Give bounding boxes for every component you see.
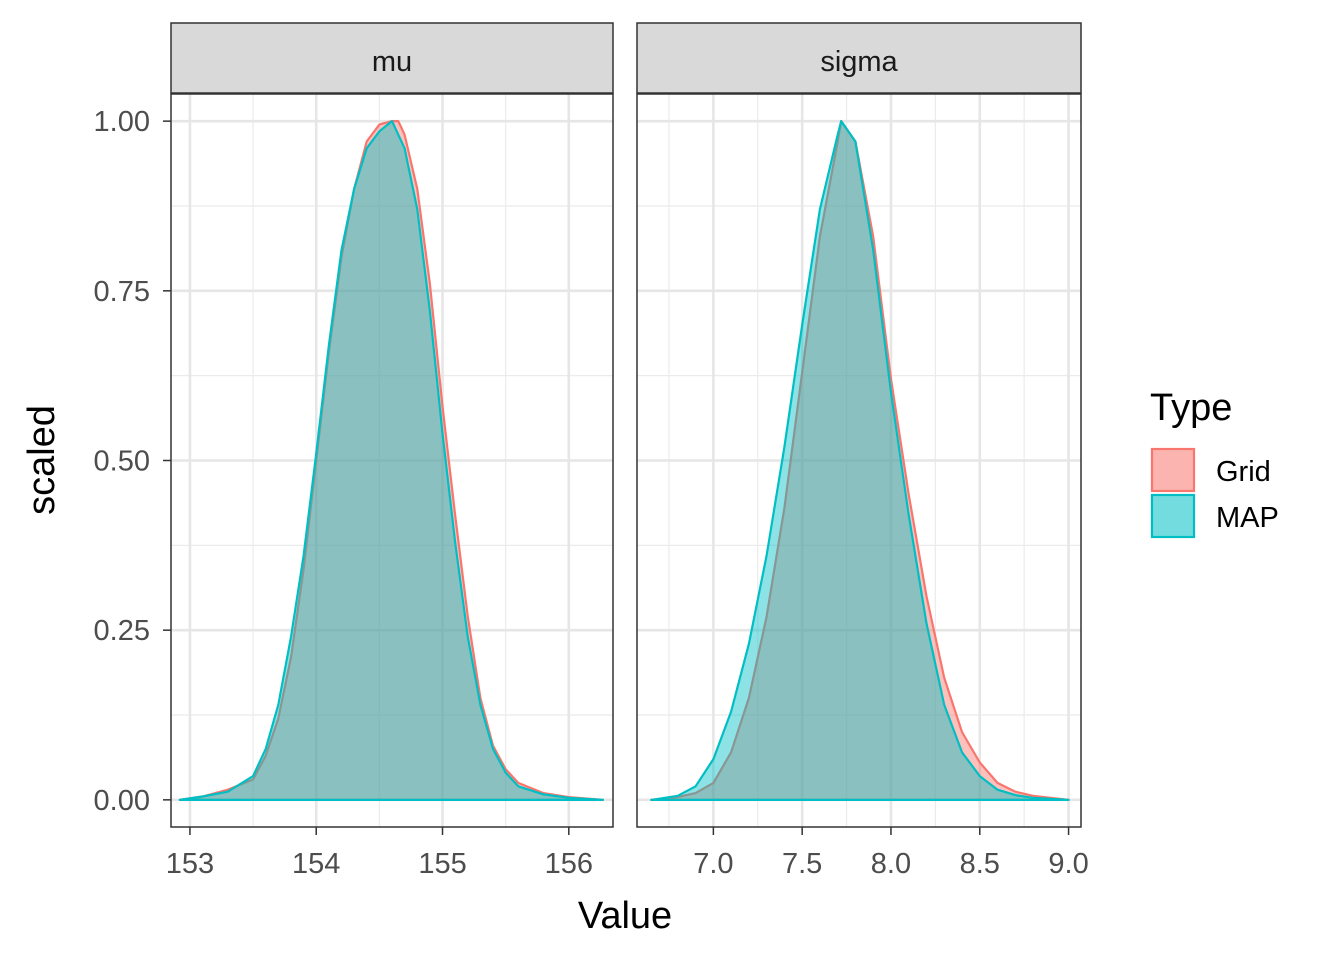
x-tick-label: 155 bbox=[418, 848, 466, 880]
facet-panel-mu: mu 153 154 155 156 bbox=[166, 22, 614, 880]
x-axis-title: Value bbox=[578, 895, 672, 937]
legend: Type Grid MAP bbox=[1150, 387, 1279, 539]
y-tick-label: 0.50 bbox=[94, 446, 150, 478]
panel-border bbox=[636, 93, 1082, 828]
x-tick-label: 7.5 bbox=[782, 848, 822, 880]
density-area-grid bbox=[178, 120, 604, 801]
facet-strip bbox=[636, 22, 1082, 94]
facet-strip-label: sigma bbox=[820, 46, 898, 78]
x-tick-label: 8.5 bbox=[960, 848, 1000, 880]
legend-label-map: MAP bbox=[1216, 502, 1279, 534]
facet-strip-label: mu bbox=[372, 46, 412, 78]
facet-strip bbox=[170, 22, 614, 94]
legend-label-grid: Grid bbox=[1216, 456, 1271, 488]
y-tick-label: 0.00 bbox=[94, 785, 150, 817]
legend-key-map bbox=[1150, 493, 1196, 539]
x-tick-label: 7.0 bbox=[693, 848, 733, 880]
x-tick-label: 154 bbox=[292, 848, 340, 880]
legend-key-grid bbox=[1150, 447, 1196, 493]
y-tick-label: 0.25 bbox=[94, 615, 150, 647]
density-area-map bbox=[178, 120, 604, 801]
legend-title: Type bbox=[1150, 387, 1232, 429]
facet-panel-sigma: sigma 7.0 7.5 8.0 8.5 9.0 bbox=[636, 22, 1089, 880]
density-area-map bbox=[650, 120, 1070, 801]
y-tick-label: 0.75 bbox=[94, 276, 150, 308]
x-tick-label: 153 bbox=[166, 848, 214, 880]
y-axis-title: scaled bbox=[21, 405, 63, 515]
x-tick-label: 156 bbox=[545, 848, 593, 880]
y-tick-label: 1.00 bbox=[94, 106, 150, 138]
x-tick-label: 9.0 bbox=[1048, 848, 1088, 880]
x-tick-label: 8.0 bbox=[871, 848, 911, 880]
